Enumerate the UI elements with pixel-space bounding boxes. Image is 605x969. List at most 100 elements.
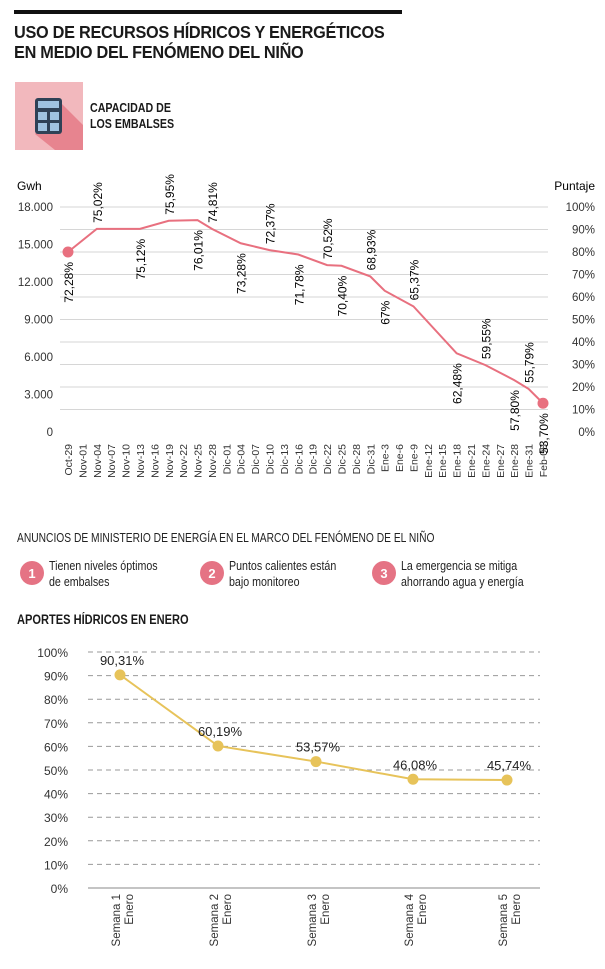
y-tick-label: 50% [44, 764, 68, 778]
left-axis-label: Gwh [17, 179, 42, 193]
right-axis-label: Puntaje [554, 179, 595, 193]
x-tick-label: Semana 4 [404, 893, 416, 946]
left-tick-label: 0 [47, 427, 53, 439]
y-tick-label: 100% [37, 646, 68, 660]
x-tick-label: Semana 5 [498, 894, 510, 946]
x-tick-label: Nov-07 [106, 444, 118, 478]
reservoir-line [67, 219, 544, 404]
data-label: 90,31% [100, 653, 145, 668]
announcement-text: La emergencia se mitiga [401, 558, 518, 573]
number-badge: 2 [200, 561, 224, 585]
x-tick-label: Ene-3 [380, 444, 392, 472]
inflows-title: APORTES HÍDRICOS EN ENERO [17, 612, 189, 627]
announcement-text: ahorrando agua y energía [401, 574, 524, 589]
right-tick-label: 40% [572, 337, 595, 349]
right-tick-label: 50% [572, 315, 595, 327]
section-icon-box [15, 82, 83, 150]
calculator-icon [35, 98, 83, 150]
x-tick-label: Dic-16 [293, 444, 305, 475]
right-tick-label: 10% [572, 405, 595, 417]
endpoint-marker [62, 246, 74, 258]
x-tick-label: Nov-25 [193, 444, 205, 478]
x-tick-label: Enero [124, 894, 136, 925]
right-tick-label: 70% [572, 270, 595, 282]
title-line-1: USO DE RECURSOS HÍDRICOS Y ENERGÉTICOS [14, 22, 385, 42]
x-tick-label: Nov-19 [164, 444, 176, 478]
x-tick-label: Enero [320, 894, 332, 925]
y-tick-label: 20% [44, 835, 68, 849]
data-label: 46,08% [393, 757, 438, 772]
y-tick-label: 0% [51, 882, 69, 896]
x-tick-label: Nov-28 [207, 444, 219, 478]
x-tick-label: Semana 3 [307, 894, 319, 946]
number-badge: 3 [372, 561, 396, 585]
y-tick-label: 10% [44, 858, 68, 872]
x-tick-label: Ene-28 [509, 444, 521, 478]
data-label: 75,12% [134, 239, 148, 280]
data-label: 53,70% [537, 413, 551, 454]
left-tick-label: 12.000 [18, 277, 53, 289]
data-label: 55,79% [523, 342, 537, 383]
data-point [114, 669, 126, 681]
x-tick-label: Nov-01 [77, 444, 89, 478]
x-tick-label: Nov-04 [92, 444, 104, 478]
right-tick-label: 0% [578, 427, 595, 439]
announcement-2: 2 Puntos calientes están bajo monitoreo [200, 558, 360, 590]
x-tick-label: Ene-21 [466, 444, 478, 478]
right-tick-label: 100% [566, 202, 595, 214]
y-tick-label: 70% [44, 717, 68, 731]
data-label: 68,93% [364, 229, 378, 270]
x-tick-label: Dic-07 [250, 444, 262, 475]
page-title: USO DE RECURSOS HÍDRICOS Y ENERGÉTICOS E… [14, 22, 385, 62]
x-tick-label: Ene-9 [408, 444, 420, 472]
data-label: 75,02% [91, 182, 105, 223]
x-tick-label: Dic-31 [365, 444, 377, 475]
number-badge: 1 [20, 561, 44, 585]
x-tick-label: Oct-29 [63, 444, 75, 476]
title-line-2: EN MEDIO DEL FENÓMENO DEL NIÑO [14, 42, 304, 62]
data-label: 59,55% [479, 318, 493, 359]
announcement-text: Tienen niveles óptimos [49, 558, 158, 573]
reservoir-capacity-chart: Gwh Puntaje 100% 90% 80% 70% 60% 50% 40% 30% 20% 10… [17, 174, 595, 478]
data-point [212, 740, 224, 752]
announcement-text: Puntos calientes están [229, 558, 337, 573]
data-label: 74,81% [206, 182, 220, 223]
data-label: 72,28% [62, 262, 76, 303]
announcement-text: de embalses [49, 574, 110, 589]
y-tick-label: 80% [44, 693, 68, 707]
section-title: CAPACIDAD DE LOS EMBALSES [90, 100, 174, 132]
left-tick-label: 3.000 [24, 390, 53, 402]
x-tick-label: Dic-04 [236, 444, 248, 475]
data-label: 73,28% [235, 253, 249, 294]
x-tick-label: Nov-22 [178, 444, 190, 478]
x-tick-label: Ene-27 [495, 444, 507, 478]
data-label: 67% [379, 300, 393, 324]
x-tick-label: Dic-13 [279, 444, 291, 475]
x-tick-label: Ene-6 [394, 444, 406, 472]
data-label: 70,52% [321, 218, 335, 259]
x-tick-label: Ene-31 [524, 444, 536, 478]
right-tick-label: 20% [572, 382, 595, 394]
x-tick-label: Dic-25 [336, 444, 348, 475]
x-tick-label: Semana 2 [209, 894, 221, 946]
left-tick-label: 18.000 [18, 202, 53, 214]
x-tick-label: Dic-10 [265, 444, 277, 475]
section-line-1: CAPACIDAD DE [90, 100, 171, 115]
data-label: 70,40% [335, 275, 349, 316]
x-tick-label: Dic-19 [308, 444, 320, 475]
left-tick-label: 15.000 [18, 240, 53, 252]
y-tick-label: 90% [44, 670, 68, 684]
x-tick-label: Ene-24 [480, 444, 492, 478]
x-tick-label: Nov-13 [135, 444, 147, 478]
x-tick-label: Ene-15 [437, 444, 449, 478]
data-label: 45,74% [487, 758, 532, 773]
y-tick-label: 30% [44, 811, 68, 825]
section-line-2: LOS EMBALSES [90, 116, 175, 131]
x-tick-label: Ene-12 [423, 444, 435, 478]
inflows-chart: 100% 90% 80% 70% 60% 50% 40% 30% 20% 10% 0% 90,31% 6… [37, 646, 540, 946]
data-label: 57,80% [508, 390, 522, 431]
x-tick-label: Dic-22 [322, 444, 334, 475]
data-label: 76,01% [192, 230, 206, 271]
left-tick-label: 6.000 [24, 352, 53, 364]
data-label: 75,95% [163, 174, 177, 215]
